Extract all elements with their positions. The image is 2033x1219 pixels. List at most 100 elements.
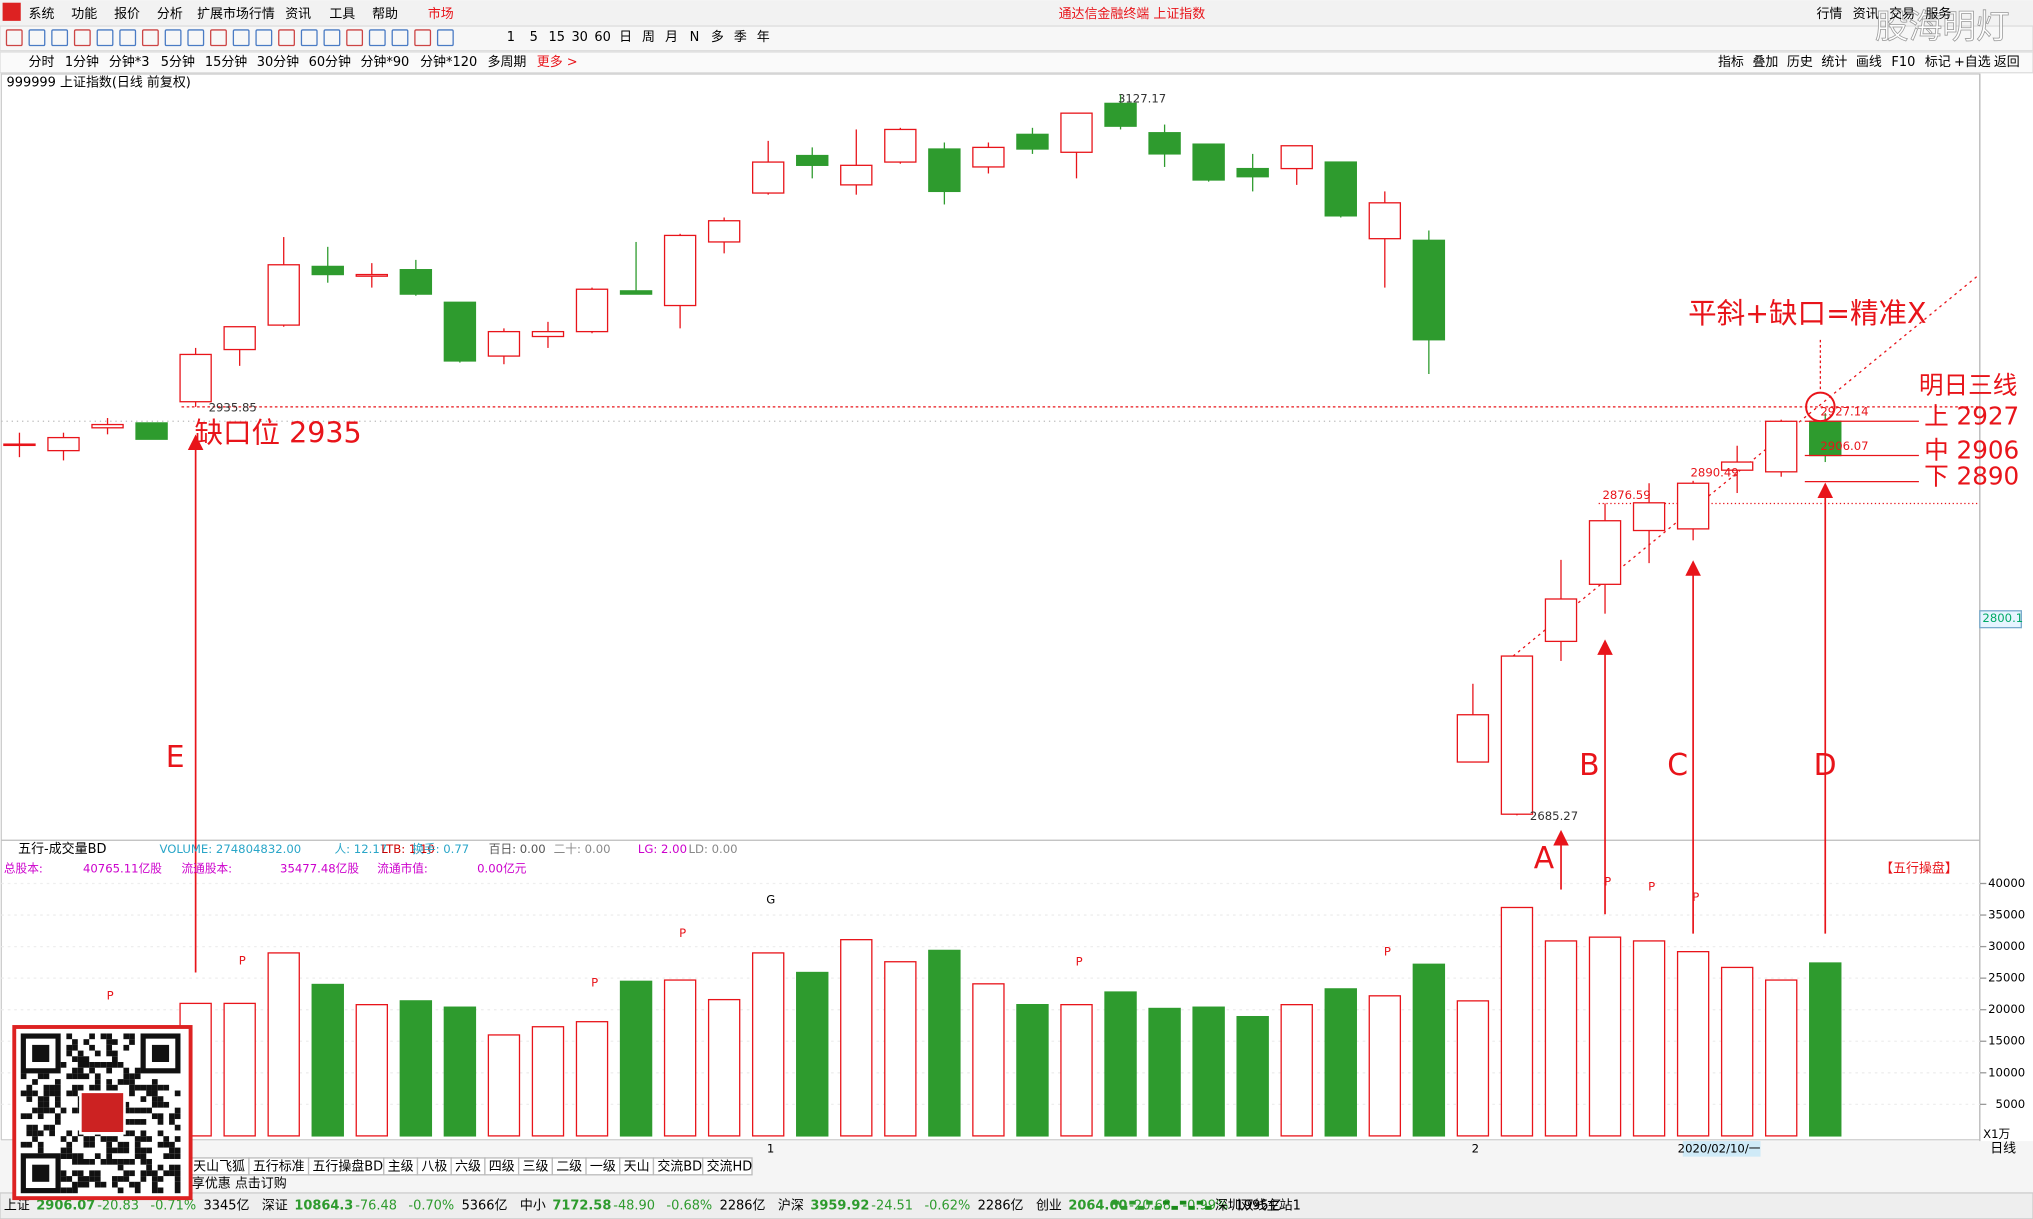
tool-icon[interactable]	[346, 29, 364, 47]
tool-tab[interactable]: 历史	[1787, 55, 1813, 70]
tool-icon[interactable]	[436, 29, 454, 47]
qr-cell	[123, 1141, 130, 1148]
tool-tab[interactable]: 统计	[1821, 55, 1847, 70]
tool-icon[interactable]	[391, 29, 409, 47]
indicator-tab[interactable]: 主级	[388, 1160, 414, 1175]
period-tab[interactable]: 15分钟	[205, 54, 247, 70]
tomorrow-label: 中 2906	[1924, 436, 2019, 465]
period-tab[interactable]: 分钟*120	[420, 54, 477, 70]
tool-tab[interactable]: 叠加	[1752, 55, 1778, 70]
qr-cell	[169, 1153, 175, 1159]
menu-item[interactable]: 系统	[29, 7, 55, 22]
period-button[interactable]: 1	[507, 30, 515, 45]
period-button[interactable]: 多	[711, 30, 724, 45]
menu-item[interactable]: 市场	[428, 6, 454, 22]
indicator-tab[interactable]: 交流HD	[707, 1159, 753, 1175]
tool-icon[interactable]	[96, 29, 114, 47]
indicator-tab[interactable]: 二级	[556, 1160, 582, 1175]
menu-item[interactable]: 报价	[114, 7, 140, 22]
tool-icon[interactable]	[164, 29, 182, 47]
tool-icon[interactable]	[73, 29, 91, 47]
tool-icon[interactable]	[232, 29, 250, 47]
indicator-tab[interactable]: 三级	[523, 1160, 549, 1175]
period-tab[interactable]: 分时	[29, 55, 55, 70]
indicator-tab[interactable]: 八极	[421, 1160, 447, 1175]
menu-item[interactable]: 交易	[1889, 6, 1915, 22]
tool-icon[interactable]	[28, 29, 46, 47]
indicator-tab[interactable]: 六级	[455, 1160, 481, 1175]
tool-icon[interactable]	[5, 29, 23, 47]
qr-cell	[66, 1187, 73, 1194]
menu-item[interactable]: 工具	[329, 7, 355, 22]
indicator-tab[interactable]: 一级	[590, 1160, 616, 1175]
period-button[interactable]: 5	[530, 30, 538, 45]
period-tab[interactable]: 5分钟	[161, 54, 195, 70]
period-button[interactable]: 季	[734, 30, 747, 45]
indicator-tab[interactable]: 天山	[624, 1160, 650, 1175]
period-button[interactable]: 日	[619, 30, 632, 45]
status-name: 上证	[4, 1198, 30, 1213]
menu-item[interactable]: 功能	[71, 7, 97, 22]
tool-tab[interactable]: 指标	[1718, 55, 1744, 70]
qr-cell	[66, 1090, 73, 1097]
signal-bar	[1196, 1200, 1204, 1205]
tool-icon[interactable]	[278, 29, 295, 47]
tool-icon[interactable]	[255, 29, 273, 47]
tool-icon[interactable]	[368, 29, 386, 47]
indicator-value: VOLUME: 274804832.00	[159, 842, 301, 856]
menu-item[interactable]: 行情	[1816, 7, 1842, 22]
promo[interactable]: 享优惠 点击订购	[192, 1175, 287, 1191]
qr-cell	[163, 1084, 170, 1091]
tool-tab[interactable]: 画线	[1856, 55, 1882, 70]
tool-icon[interactable]	[51, 29, 69, 47]
candle-body	[1192, 143, 1225, 181]
candle-body	[223, 326, 256, 351]
tool-icon[interactable]	[141, 29, 159, 47]
candle-body	[619, 290, 653, 295]
period-button[interactable]: 60	[594, 30, 610, 45]
tool-icon[interactable]	[210, 29, 227, 47]
indicator-tab[interactable]: 五行标准	[253, 1160, 305, 1175]
tool-icon[interactable]	[414, 29, 432, 47]
tomorrow-tag: 2906.07	[1820, 439, 1868, 453]
period-tab[interactable]: 更多 >	[537, 55, 578, 70]
tool-icon[interactable]	[187, 29, 205, 47]
tab-box[interactable]	[702, 1157, 753, 1176]
tool-tab[interactable]: F10	[1891, 55, 1915, 70]
period-tab[interactable]: 分钟*3	[109, 54, 150, 70]
period-button[interactable]: 月	[665, 30, 678, 45]
qr-cell	[37, 1073, 44, 1080]
period-button[interactable]: 年	[757, 30, 770, 45]
qr-cell	[37, 1113, 44, 1120]
tool-icon[interactable]	[119, 29, 137, 47]
tool-tab[interactable]: +自选	[1954, 55, 1991, 70]
menu-item[interactable]: 帮助	[372, 7, 398, 22]
period-button[interactable]: 30	[571, 30, 587, 45]
period-button[interactable]: 周	[642, 30, 655, 45]
qr-cell	[174, 1136, 181, 1142]
tool-tab[interactable]: 返回	[1994, 55, 2020, 70]
menu-item[interactable]: 服务	[1925, 6, 1951, 22]
indicator-tab[interactable]: 天山飞狐	[193, 1160, 245, 1175]
tool-icon[interactable]	[323, 29, 341, 47]
period-tab[interactable]: 1分钟	[65, 54, 99, 70]
indicator-tab[interactable]: 四级	[489, 1160, 515, 1175]
menu-item[interactable]: 资讯	[1853, 7, 1879, 22]
tool-tab[interactable]: 标记	[1925, 55, 1951, 70]
period-tab[interactable]: 分钟*90	[360, 54, 409, 70]
period-tab[interactable]: 30分钟	[257, 54, 299, 70]
tool-icon[interactable]	[300, 29, 318, 47]
qr-cell	[26, 1084, 33, 1091]
period-tab[interactable]: 多周期	[488, 55, 527, 70]
menu-item[interactable]: 资讯	[285, 7, 311, 22]
qr-cell	[174, 1107, 181, 1114]
indicator-tab[interactable]: 交流BD	[657, 1159, 702, 1175]
menu-item[interactable]: 分析	[157, 7, 183, 22]
qr-cell	[72, 1187, 78, 1194]
period-button[interactable]: N	[690, 30, 700, 45]
qr-cell	[117, 1061, 124, 1068]
period-button[interactable]: 15	[548, 30, 564, 45]
indicator-tab[interactable]: 五行操盘BD	[312, 1159, 383, 1175]
menu-item[interactable]: 扩展市场行情	[197, 6, 275, 22]
period-tab[interactable]: 60分钟	[309, 54, 351, 70]
